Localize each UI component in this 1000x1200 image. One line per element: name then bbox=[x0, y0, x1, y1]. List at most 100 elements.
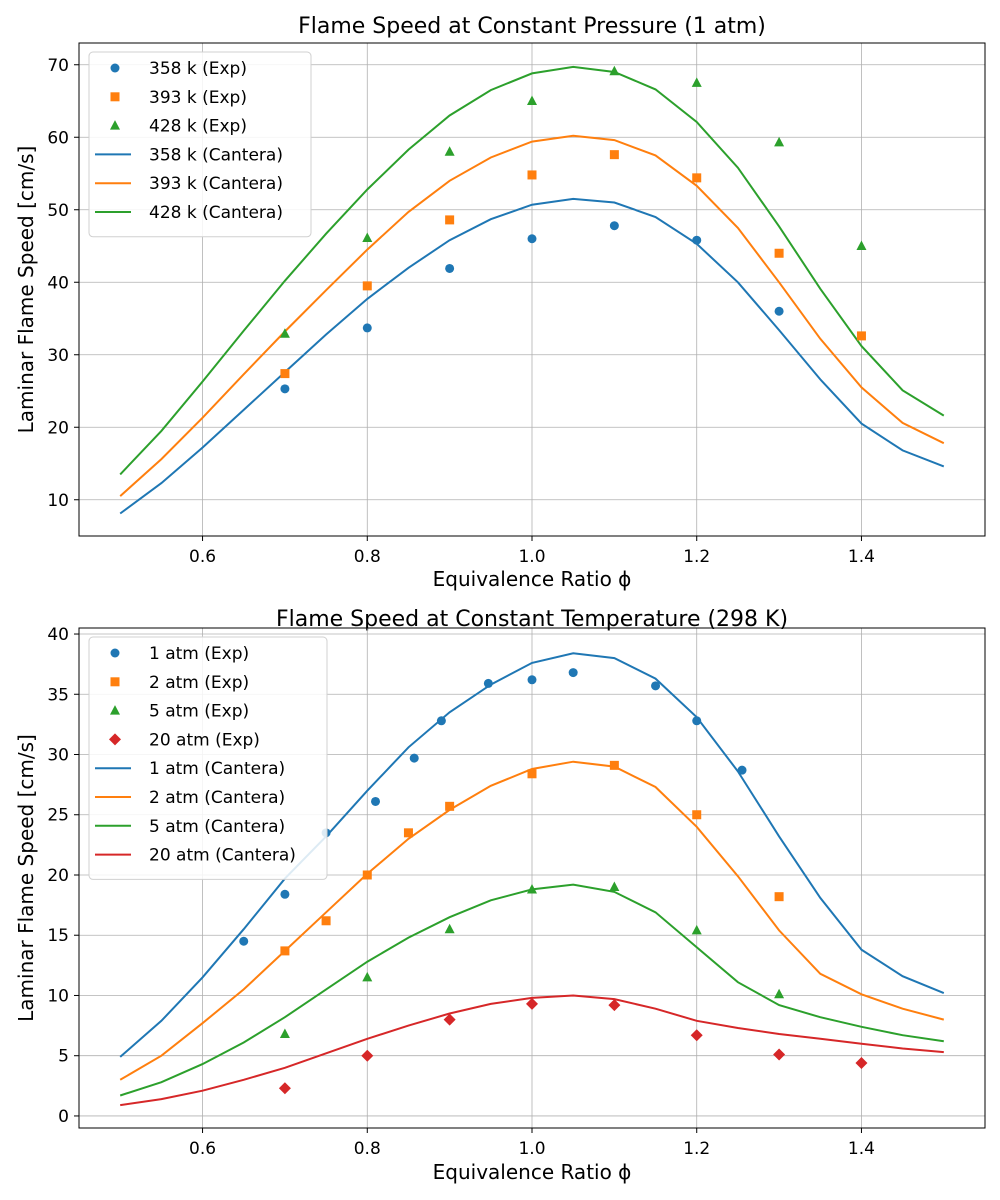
y-tick-label: 70 bbox=[47, 56, 69, 76]
y-tick-label: 0 bbox=[58, 1107, 69, 1127]
x-tick-label: 1.0 bbox=[518, 547, 545, 567]
y-tick-label: 10 bbox=[47, 491, 69, 511]
y-tick-label: 10 bbox=[47, 986, 69, 1006]
legend-item: 428 k (Exp) bbox=[110, 117, 247, 137]
data-point bbox=[280, 369, 290, 379]
data-point bbox=[445, 215, 455, 225]
legend-label: 358 k (Exp) bbox=[149, 59, 247, 79]
data-point bbox=[609, 881, 620, 892]
data-point bbox=[362, 281, 372, 291]
data-point bbox=[527, 234, 537, 244]
y-tick-label: 20 bbox=[47, 418, 69, 438]
data-point bbox=[445, 801, 455, 811]
x-axis-label: Equivalence Ratio ϕ bbox=[433, 567, 632, 591]
y-tick-label: 40 bbox=[47, 625, 69, 645]
y-tick-label: 25 bbox=[47, 806, 69, 826]
data-point bbox=[692, 716, 702, 726]
y-tick-label: 60 bbox=[47, 128, 69, 148]
data-point bbox=[362, 971, 373, 982]
legend-label: 5 atm (Cantera) bbox=[149, 817, 285, 837]
legend-item: 5 atm (Exp) bbox=[110, 702, 249, 722]
y-tick-label: 30 bbox=[47, 346, 69, 366]
data-point bbox=[856, 240, 867, 250]
data-point bbox=[403, 828, 413, 838]
data-point bbox=[280, 889, 290, 899]
legend-item: 20 atm (Exp) bbox=[109, 730, 260, 750]
data-point bbox=[609, 221, 619, 231]
data-point bbox=[278, 1082, 291, 1095]
chart-2: Flame Speed at Constant Temperature (298… bbox=[14, 607, 986, 1184]
x-tick-label: 0.6 bbox=[189, 1139, 216, 1159]
data-point bbox=[239, 936, 249, 946]
data-point bbox=[856, 331, 866, 341]
data-point bbox=[527, 883, 537, 894]
data-point bbox=[691, 924, 702, 935]
y-axis-label: Laminar Flame Speed [cm/s] bbox=[14, 734, 38, 1022]
x-tick-label: 0.8 bbox=[354, 547, 381, 567]
plot-area bbox=[119, 652, 945, 1107]
data-point bbox=[321, 916, 331, 926]
data-point bbox=[279, 1028, 290, 1039]
y-axis-label: Laminar Flame Speed [cm/s] bbox=[14, 146, 38, 434]
legend-label: 2 atm (Cantera) bbox=[149, 788, 285, 808]
y-tick-label: 35 bbox=[47, 685, 69, 705]
data-point bbox=[691, 77, 702, 87]
data-point bbox=[279, 328, 290, 338]
data-point bbox=[483, 678, 493, 688]
legend-label: 428 k (Cantera) bbox=[149, 203, 283, 223]
data-point bbox=[527, 170, 537, 180]
legend-marker bbox=[110, 120, 120, 130]
legend-label: 20 atm (Cantera) bbox=[149, 846, 296, 866]
x-tick-label: 1.2 bbox=[683, 1139, 710, 1159]
data-point bbox=[527, 769, 537, 779]
data-point bbox=[444, 146, 455, 156]
data-point bbox=[362, 232, 373, 243]
legend-marker bbox=[110, 92, 120, 102]
data-point bbox=[371, 796, 381, 806]
data-point bbox=[690, 1029, 703, 1042]
legend-label: 5 atm (Exp) bbox=[149, 702, 249, 722]
legend: 358 k (Exp) 393 k (Exp) 428 k (Exp) 358 k (… bbox=[88, 51, 312, 238]
series-line bbox=[119, 134, 945, 497]
legend-label: 393 k (Exp) bbox=[149, 88, 247, 108]
legend-item: 393 k (Exp) bbox=[110, 88, 247, 108]
legend-label: 20 atm (Exp) bbox=[149, 730, 260, 750]
series-line bbox=[119, 65, 945, 476]
y-tick-label: 5 bbox=[58, 1047, 69, 1067]
data-point bbox=[773, 1048, 786, 1061]
legend-label: 1 atm (Exp) bbox=[149, 644, 249, 664]
legend-label: 393 k (Cantera) bbox=[149, 174, 283, 194]
legend-item: 358 k (Cantera) bbox=[95, 145, 283, 165]
legend-item: 428 k (Cantera) bbox=[95, 203, 283, 223]
legend: 1 atm (Exp) 2 atm (Exp) 5 atm (Exp) 20 atm … bbox=[88, 636, 328, 880]
data-point bbox=[651, 681, 661, 691]
legend-marker bbox=[110, 705, 120, 715]
data-point bbox=[609, 150, 619, 160]
legend-item: 1 atm (Cantera) bbox=[95, 759, 285, 779]
legend-label: 1 atm (Cantera) bbox=[149, 759, 285, 779]
data-point bbox=[692, 235, 702, 245]
data-point bbox=[692, 173, 702, 183]
data-point bbox=[774, 248, 784, 258]
y-tick-label: 50 bbox=[47, 201, 69, 221]
data-point bbox=[527, 95, 537, 105]
data-point bbox=[608, 999, 621, 1012]
y-tick-label: 20 bbox=[47, 866, 69, 886]
data-point bbox=[362, 323, 372, 333]
data-point bbox=[527, 675, 537, 685]
legend-marker bbox=[110, 63, 120, 73]
chart-title: Flame Speed at Constant Pressure (1 atm) bbox=[298, 14, 766, 39]
x-tick-label: 0.6 bbox=[189, 547, 216, 567]
data-point bbox=[774, 892, 784, 902]
legend-label: 428 k (Exp) bbox=[149, 117, 247, 137]
series-line bbox=[119, 652, 945, 1058]
data-point bbox=[692, 810, 702, 820]
legend-item: 1 atm (Exp) bbox=[110, 644, 249, 664]
legend-label: 2 atm (Exp) bbox=[149, 673, 249, 693]
legend-marker bbox=[110, 677, 120, 687]
series-line bbox=[119, 197, 945, 515]
x-tick-label: 1.0 bbox=[518, 1139, 545, 1159]
y-tick-label: 15 bbox=[47, 926, 69, 946]
data-point bbox=[280, 946, 290, 956]
